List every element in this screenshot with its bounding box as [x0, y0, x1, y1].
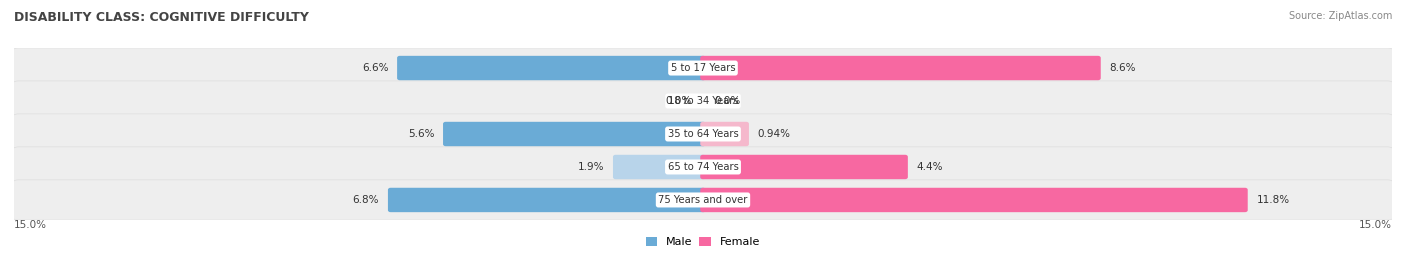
- Text: 8.6%: 8.6%: [1109, 63, 1136, 73]
- FancyBboxPatch shape: [700, 56, 1101, 80]
- Text: 35 to 64 Years: 35 to 64 Years: [668, 129, 738, 139]
- Text: 5 to 17 Years: 5 to 17 Years: [671, 63, 735, 73]
- Text: 11.8%: 11.8%: [1257, 195, 1289, 205]
- FancyBboxPatch shape: [388, 188, 706, 212]
- Text: 65 to 74 Years: 65 to 74 Years: [668, 162, 738, 172]
- Text: 6.6%: 6.6%: [361, 63, 388, 73]
- Text: 4.4%: 4.4%: [917, 162, 943, 172]
- Text: 6.8%: 6.8%: [353, 195, 380, 205]
- Text: 1.9%: 1.9%: [578, 162, 605, 172]
- FancyBboxPatch shape: [11, 48, 1395, 88]
- Text: 18 to 34 Years: 18 to 34 Years: [668, 96, 738, 106]
- FancyBboxPatch shape: [700, 155, 908, 179]
- Text: 75 Years and over: 75 Years and over: [658, 195, 748, 205]
- FancyBboxPatch shape: [613, 155, 706, 179]
- Text: DISABILITY CLASS: COGNITIVE DIFFICULTY: DISABILITY CLASS: COGNITIVE DIFFICULTY: [14, 11, 309, 24]
- FancyBboxPatch shape: [11, 81, 1395, 121]
- FancyBboxPatch shape: [396, 56, 706, 80]
- Text: 0.0%: 0.0%: [714, 96, 741, 106]
- FancyBboxPatch shape: [700, 188, 1247, 212]
- Text: 0.94%: 0.94%: [758, 129, 790, 139]
- Text: 0.0%: 0.0%: [665, 96, 692, 106]
- Text: Source: ZipAtlas.com: Source: ZipAtlas.com: [1288, 11, 1392, 21]
- FancyBboxPatch shape: [11, 114, 1395, 154]
- Text: 15.0%: 15.0%: [1360, 220, 1392, 230]
- FancyBboxPatch shape: [11, 180, 1395, 220]
- Legend: Male, Female: Male, Female: [641, 233, 765, 252]
- FancyBboxPatch shape: [443, 122, 706, 146]
- FancyBboxPatch shape: [11, 147, 1395, 187]
- Text: 15.0%: 15.0%: [14, 220, 46, 230]
- Text: 5.6%: 5.6%: [408, 129, 434, 139]
- FancyBboxPatch shape: [700, 122, 749, 146]
